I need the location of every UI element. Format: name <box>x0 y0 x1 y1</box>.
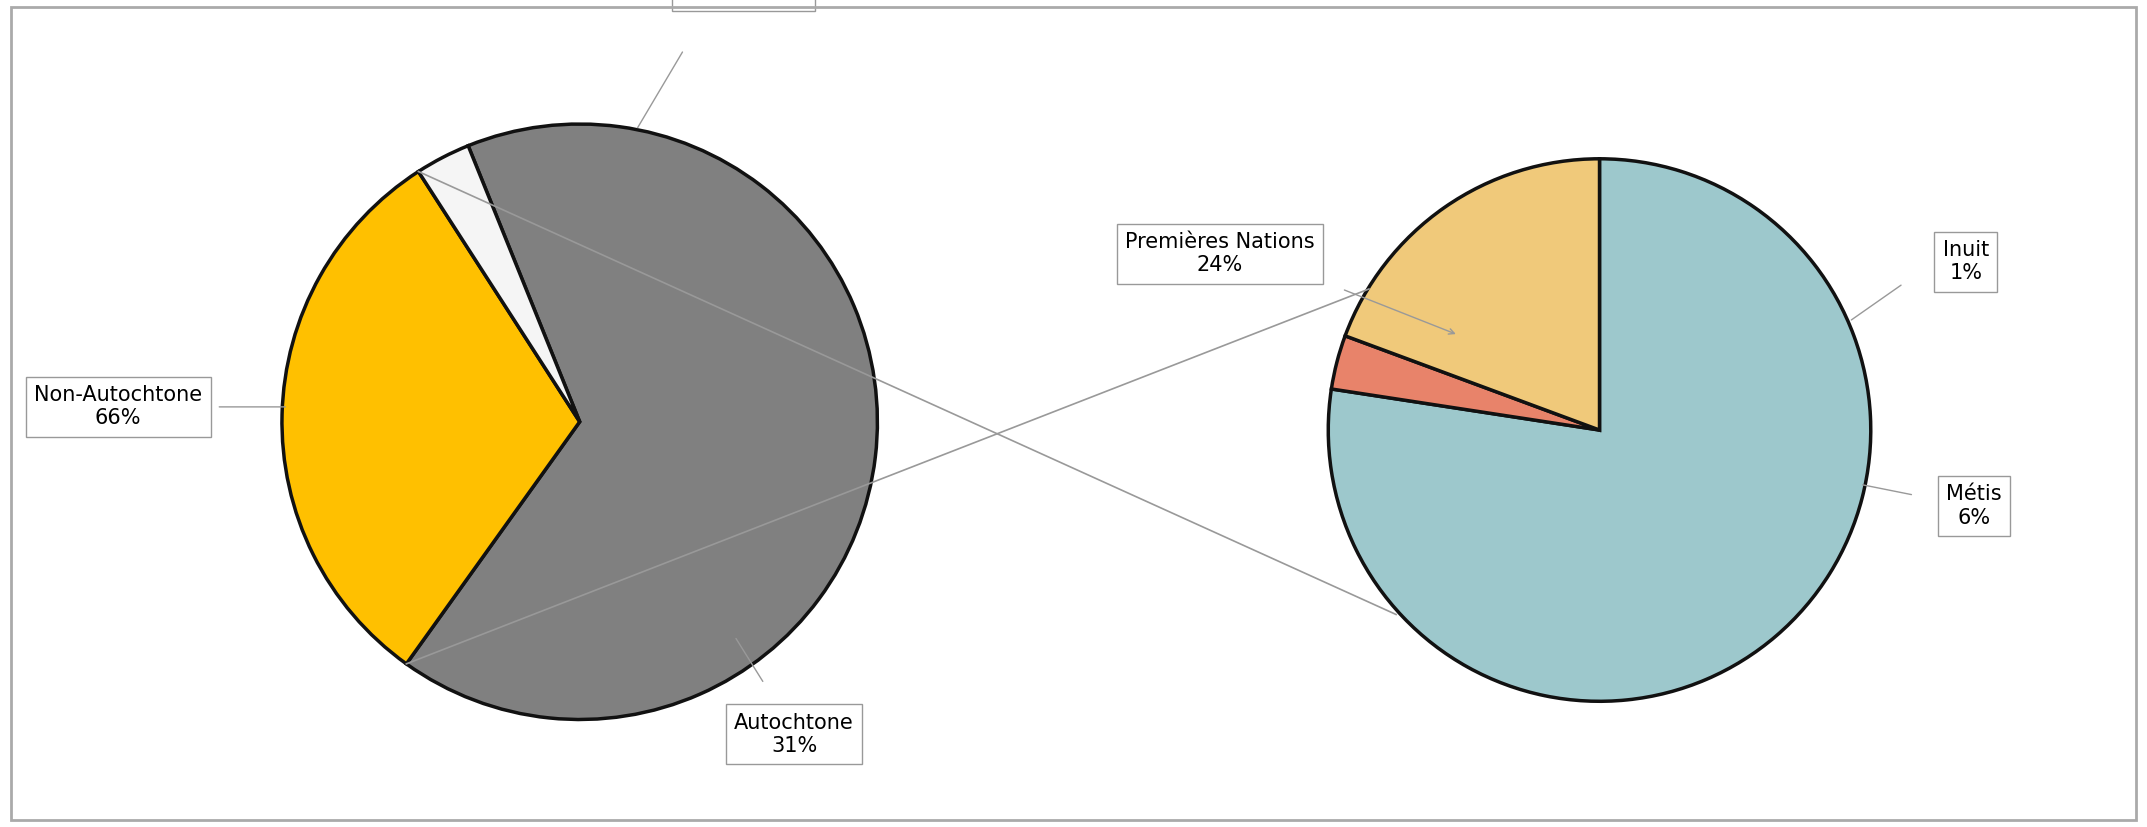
Text: Autochtone
31%: Autochtone 31% <box>734 713 855 756</box>
Text: Inuit
1%: Inuit 1% <box>1943 241 1988 284</box>
Wedge shape <box>1331 336 1600 430</box>
Wedge shape <box>1329 159 1870 701</box>
Text: Premières Nations
24%: Premières Nations 24% <box>1125 232 1314 275</box>
Wedge shape <box>281 171 580 664</box>
Wedge shape <box>406 124 878 719</box>
Text: Ascendance
autochtone
3%: Ascendance autochtone 3% <box>681 0 807 2</box>
Text: Non-Autochtone
66%: Non-Autochtone 66% <box>34 385 202 428</box>
Wedge shape <box>419 146 580 422</box>
Text: Métis
6%: Métis 6% <box>1945 485 2001 528</box>
Wedge shape <box>1346 159 1600 430</box>
